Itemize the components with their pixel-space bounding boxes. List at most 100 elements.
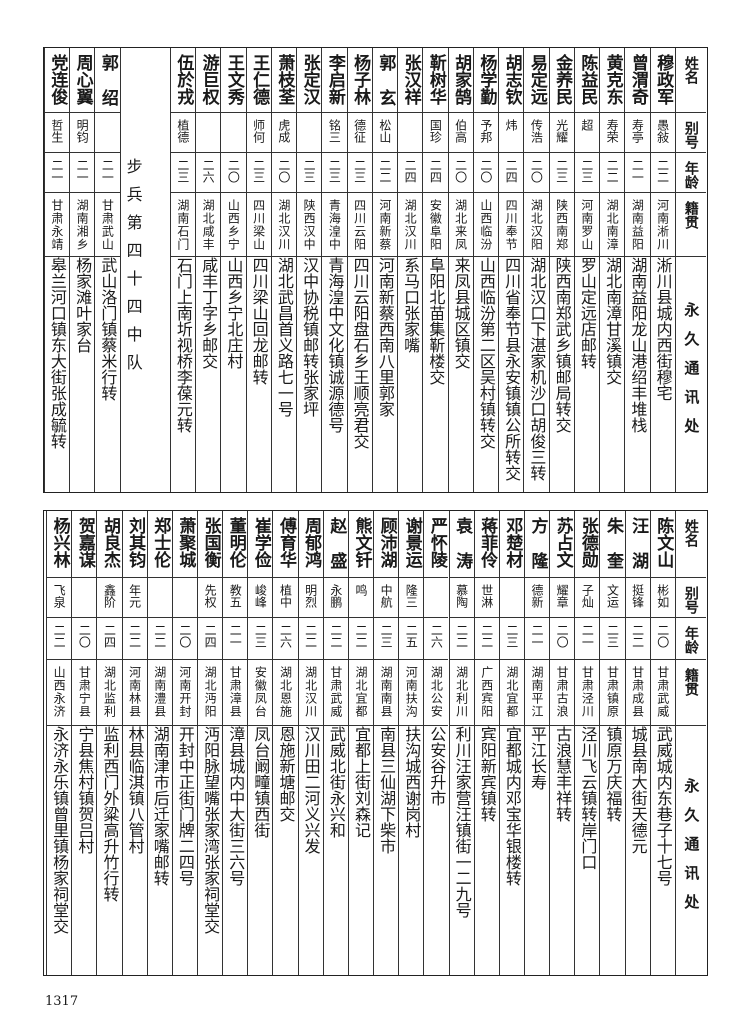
person-column: 郭绍 二一 甘肃武山 武山洛门镇蔡米行转 [94, 48, 120, 492]
person-address-cell: 四川省奉节县永安镇镇公所转交 [499, 256, 524, 491]
person-age: 二二 [353, 624, 368, 648]
person-alias-cell: 彬如 [650, 577, 675, 617]
person-origin: 陕西汉中 [302, 199, 317, 251]
person-alias: 松山 [377, 119, 392, 143]
person-alias: 传浩 [529, 119, 544, 143]
person-name-cell: 顾沛湖 [374, 511, 398, 577]
person-alias: 挺锋 [630, 584, 645, 608]
person-alias-cell: 教五 [223, 577, 248, 617]
header-cell-age: 年龄 [675, 617, 706, 659]
person-name: 傅育华 [276, 517, 296, 568]
person-age-cell: 二三 [374, 617, 399, 659]
person-name-cell: 胡志钦 [499, 48, 523, 112]
person-alias-cell: 植德 [170, 112, 195, 152]
person-origin: 甘肃古浪 [555, 666, 570, 718]
person-alias-cell [172, 577, 197, 617]
person-name: 萧枝荃 [274, 54, 295, 105]
person-origin: 湖南湘乡 [75, 199, 90, 251]
person-column: 张德勋 子灿 二一 甘肃泾川 泾川飞云镇转岸门口 [574, 511, 600, 975]
person-origin-cell: 湖北南漳 [600, 192, 625, 256]
person-address: 湖北武昌首义路七一号 [274, 257, 294, 417]
person-age: 二一 [530, 624, 544, 648]
person-alias: 伯高 [453, 119, 468, 143]
page-number: 1317 [45, 994, 79, 1009]
person-age-cell: 二三 [499, 617, 524, 659]
person-column: 张定汉 二三 陕西汉中 汉中协税镇邮转张家坪 [296, 48, 322, 492]
person-origin-cell: 河南开封 [172, 659, 197, 725]
person-alias: 明烈 [303, 584, 318, 608]
person-origin-cell: 安徽阜阳 [423, 192, 448, 256]
person-origin-cell: 甘肃古浪 [550, 659, 575, 725]
person-alias-cell: 愚敍 [650, 112, 675, 152]
person-age: 二六 [429, 624, 444, 648]
person-alias-cell [221, 112, 246, 152]
person-origin: 湖北公安 [429, 666, 444, 718]
person-alias-cell: 先权 [198, 577, 223, 617]
person-address: 四川省奉节县永安镇镇公所转交 [502, 257, 522, 481]
person-column: 萧枝荃 虎成 二〇 湖北汉川 湖北武昌首义路七一号 [270, 48, 296, 492]
person-alias: 鸣 [353, 584, 368, 596]
person-alias: 寿亭 [630, 119, 645, 143]
person-origin-cell: 湖北公安 [424, 659, 449, 725]
person-name: 谢景运 [401, 517, 422, 568]
person-name: 易定远 [526, 54, 547, 105]
person-address: 城县南大街天德元 [628, 726, 648, 854]
person-address: 宁县焦村镇贺吕村 [75, 726, 95, 854]
person-name-cell: 张德勋 [575, 511, 599, 577]
person-address-cell: 湖南益阳龙山港绍丰堆栈 [625, 256, 650, 491]
person-name: 郑士伦 [150, 517, 171, 568]
person-age: 二二 [605, 159, 620, 183]
header-label-name: 姓名 [682, 519, 699, 547]
person-origin-cell: 陕西南郑 [549, 192, 574, 256]
person-column: 李启新 铭三 二三 青海湟中 青海湟中文化镇诚源德号 [321, 48, 347, 492]
person-alias: 德征 [352, 119, 367, 143]
person-alias-cell: 哲生 [44, 112, 69, 152]
person-origin: 甘肃武威 [328, 666, 343, 718]
person-age-cell: 二三 [246, 152, 271, 192]
person-origin: 河南林县 [127, 666, 142, 718]
person-alias-cell: 耀章 [550, 577, 575, 617]
person-alias: 教五 [228, 584, 243, 608]
person-origin: 湖南益阳 [630, 199, 645, 251]
person-name: 严怀陵 [426, 517, 447, 568]
person-age: 二二 [454, 624, 469, 648]
person-age-cell: 二〇 [524, 152, 549, 192]
person-alias: 峻峰 [253, 584, 268, 608]
header-label-origin: 籍贯 [682, 201, 699, 229]
person-address-cell: 宁县焦村镇贺吕村 [72, 725, 97, 975]
person-age-cell: 二〇 [550, 617, 575, 659]
person-age: 二二 [303, 624, 318, 648]
person-address-cell: 镇原万庆福转 [600, 725, 625, 975]
person-name: 汪湖 [628, 517, 649, 569]
person-column: 陈文山 彬如 二〇 甘肃武威 武威城内东巷子十七号 [649, 511, 675, 975]
person-origin: 湖北宜都 [504, 666, 519, 718]
person-age: 二四 [428, 159, 443, 183]
person-column: 黄克东 寿荣 二二 湖北南漳 湖北南漳甘溪镇交 [599, 48, 625, 492]
person-name-cell: 苏占文 [550, 511, 574, 577]
person-address: 罗山定远店邮转 [577, 257, 597, 369]
person-age: 二三 [352, 159, 367, 183]
person-name: 袁涛 [452, 517, 473, 569]
person-name-cell: 汪湖 [626, 511, 650, 577]
person-address: 汉中协税镇邮转张家坪 [300, 257, 320, 417]
person-age: 二二 [127, 624, 142, 648]
person-name: 黄克东 [602, 54, 623, 105]
person-alias-cell: 德征 [347, 112, 372, 152]
person-address: 宜都城内邓宝华银楼转 [502, 726, 522, 886]
person-address-cell: 公安谷升市 [424, 725, 449, 975]
person-address: 古浪慧丰祥转 [553, 726, 573, 822]
person-age: 二二 [152, 624, 167, 648]
person-alias-cell [424, 577, 449, 617]
person-alias: 虎成 [276, 119, 291, 143]
person-origin-cell: 甘肃漳县 [223, 659, 248, 725]
person-address-cell: 沔阳脉望嘴张家湾张家祠堂交 [198, 725, 223, 975]
person-name-cell: 游巨权 [196, 48, 220, 112]
person-name: 朱奎 [602, 517, 623, 569]
person-alias-cell: 植中 [273, 577, 298, 617]
person-address: 山西临汾第二区吴村镇转交 [476, 257, 496, 449]
person-name-cell: 胡良杰 [97, 511, 121, 577]
person-age-cell: 二一 [44, 152, 69, 192]
person-origin-cell: 安徽凤台 [248, 659, 273, 725]
person-name: 胡志钦 [501, 54, 522, 105]
person-address-cell: 永济永乐镇曾里镇杨家祠堂交 [47, 725, 72, 975]
